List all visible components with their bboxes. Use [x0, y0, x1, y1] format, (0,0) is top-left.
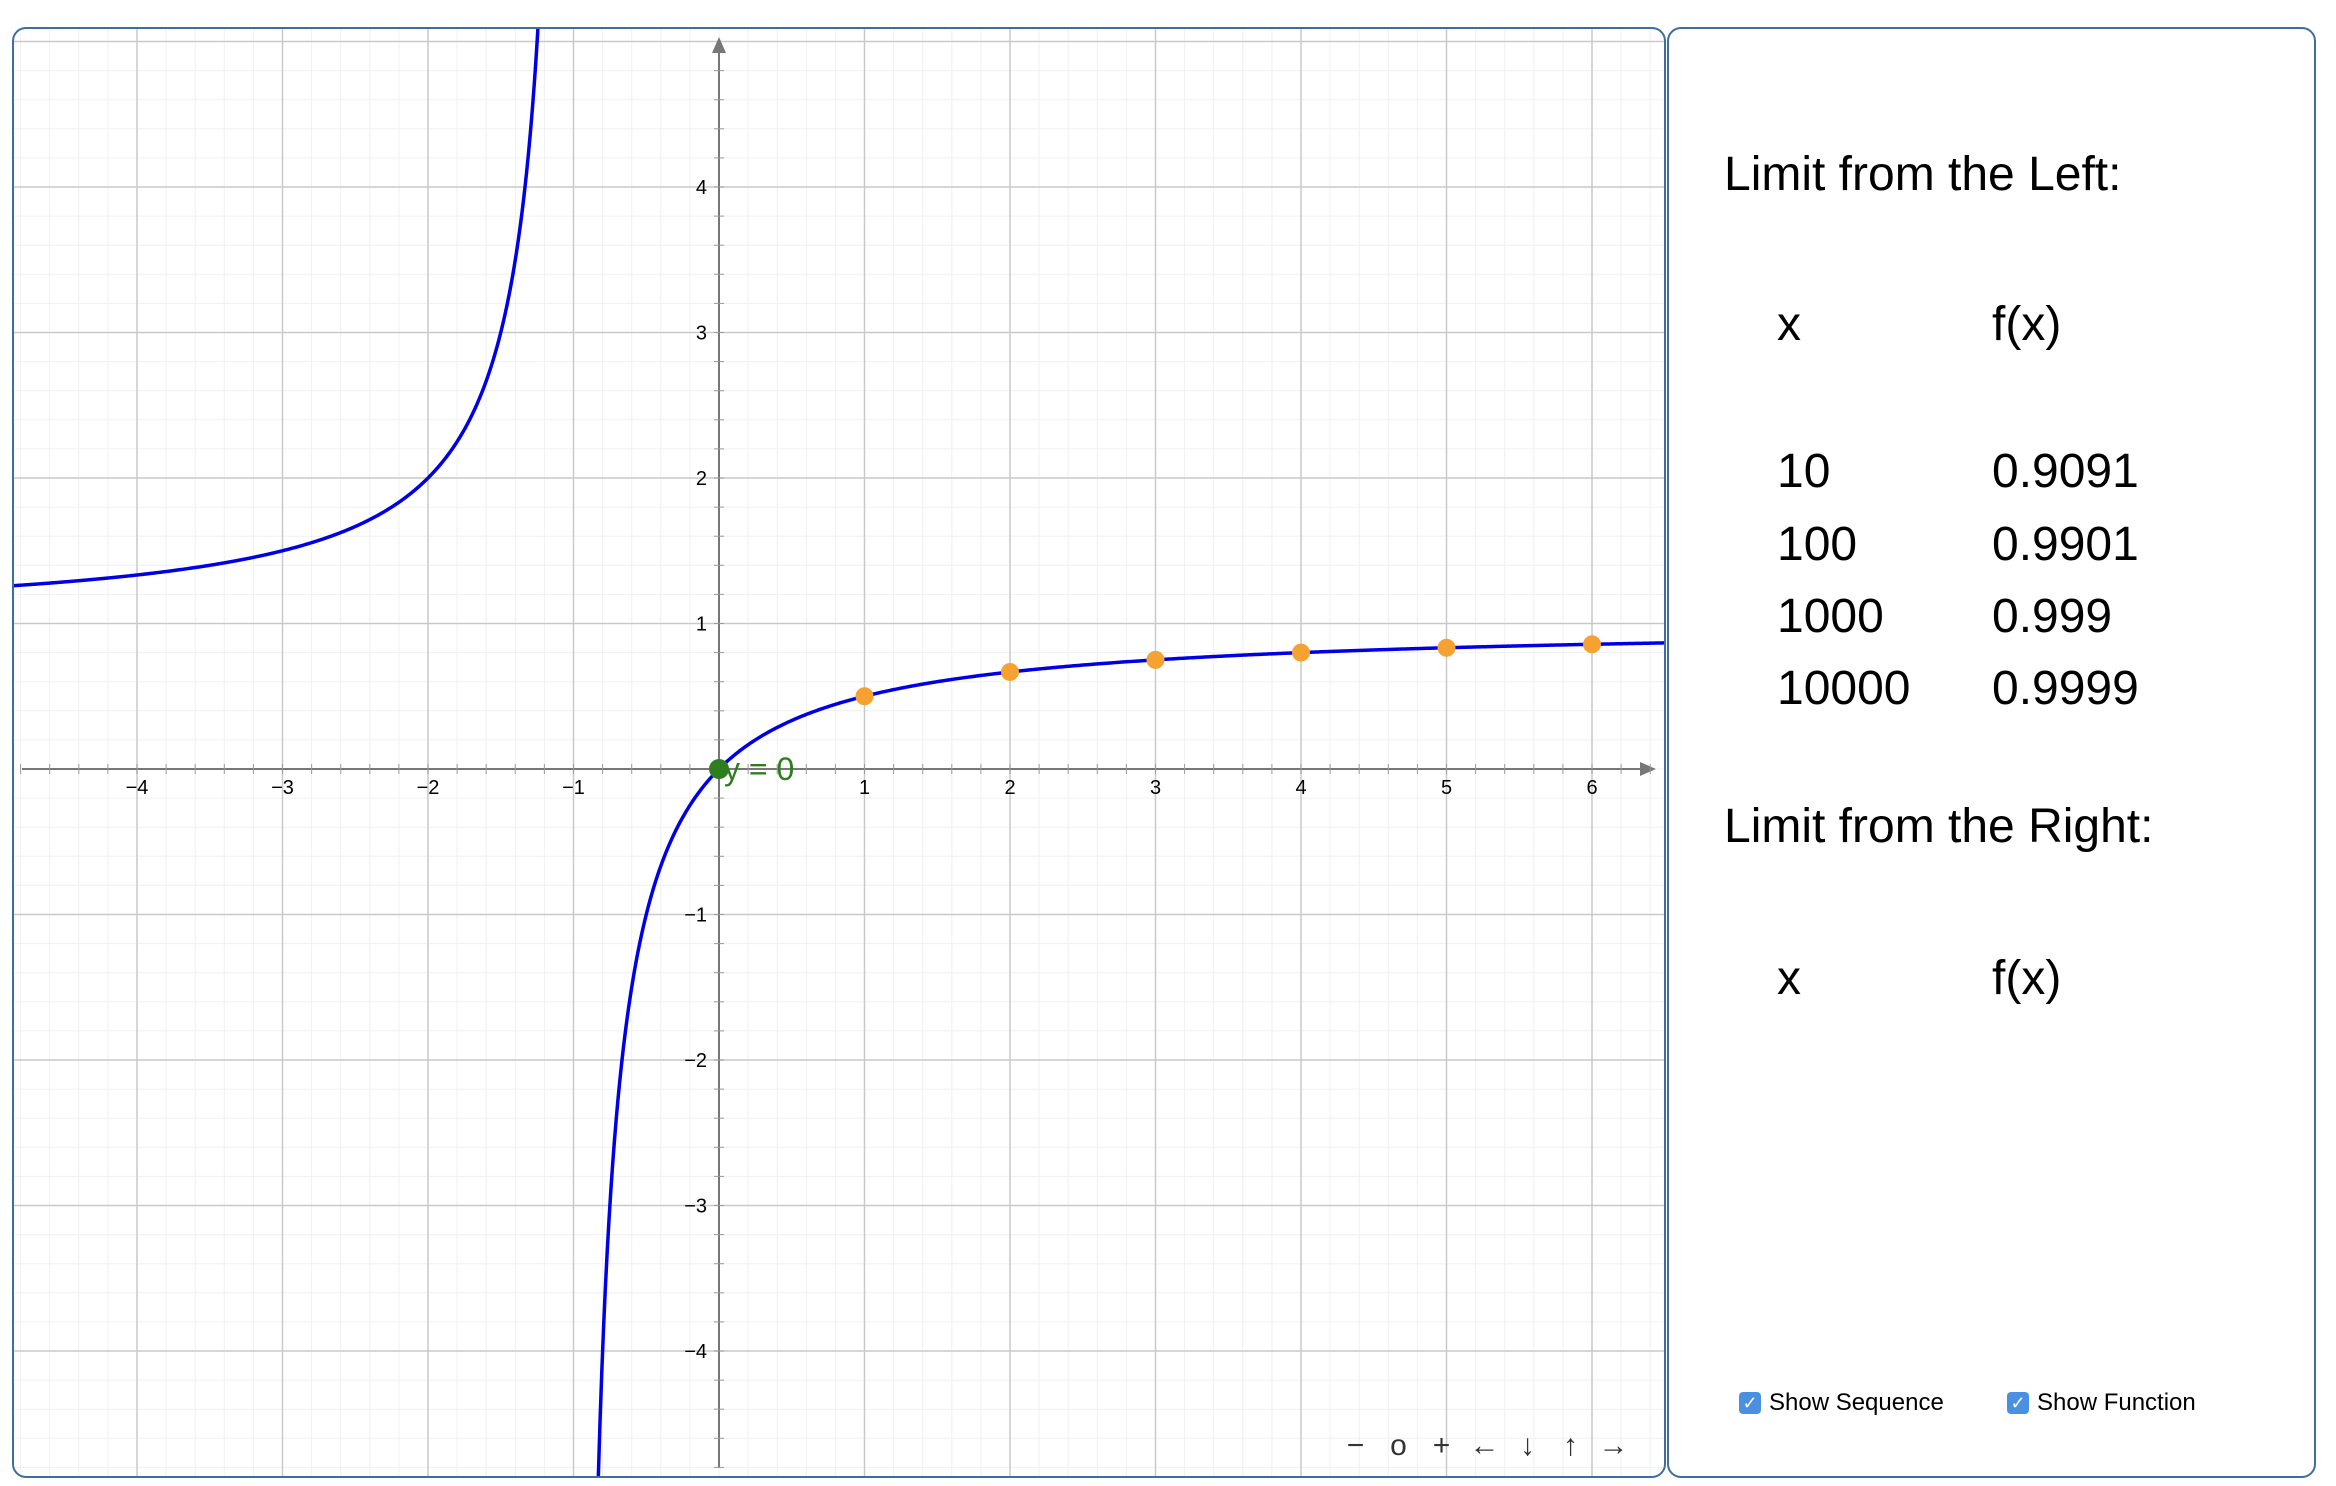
left-row-fx: 0.999 — [1992, 590, 2113, 643]
y-axis-arrow-icon — [712, 37, 726, 53]
show-function-label: Show Function — [2037, 1389, 2196, 1416]
x-tick-label: 6 — [1586, 777, 1597, 799]
checkbox-checked-icon[interactable]: ✓ — [2007, 1392, 2029, 1414]
x-axis-arrow-icon — [1640, 762, 1656, 776]
checkbox-checked-icon[interactable]: ✓ — [1739, 1392, 1761, 1414]
x-tick-label: 5 — [1441, 777, 1452, 799]
y-tick-label: −4 — [684, 1341, 707, 1363]
x-tick-label: 2 — [1004, 777, 1015, 799]
x-tick-label: −2 — [417, 777, 440, 799]
left-row-x: 10 — [1777, 445, 1831, 498]
y-tick-label: 1 — [696, 614, 707, 636]
sequence-point — [1146, 650, 1165, 669]
sequence-point — [1001, 662, 1019, 681]
highlight-point — [709, 759, 729, 779]
pan-left-button[interactable]: ← — [1469, 1429, 1500, 1462]
pan-right-button[interactable]: → — [1598, 1429, 1629, 1462]
pan-down-button[interactable]: ↓ — [1520, 1429, 1535, 1462]
x-tick-label: 1 — [859, 777, 870, 799]
zoom-out-button[interactable]: − — [1346, 1429, 1365, 1462]
x-tick-label: 3 — [1150, 777, 1161, 799]
sequence-point — [855, 687, 874, 706]
function-label: y = 0 — [724, 751, 794, 787]
x-tick-label: −1 — [562, 777, 585, 799]
pan-up-button[interactable]: ↑ — [1563, 1429, 1578, 1462]
sequence-point — [1437, 638, 1456, 657]
show-sequence-checkbox[interactable]: ✓ Show Sequence — [1739, 1389, 1944, 1417]
graph-panel[interactable]: −4 −3 −2 −1 1 2 3 4 5 6 4 3 2 1 −1 −2 −3 −4 y = 0 − o + ← … — [12, 27, 1666, 1478]
left-row-fx: 0.9999 — [1992, 662, 2139, 715]
y-tick-label: −2 — [684, 1050, 707, 1072]
x-tick-label: −3 — [271, 777, 294, 799]
right-limit-title: Limit from the Right: — [1724, 800, 2154, 853]
function-curve-left-branch — [14, 29, 540, 588]
left-row-x: 10000 — [1777, 662, 1911, 715]
right-col-x-header: x — [1777, 952, 1801, 1005]
x-tick-label: −4 — [126, 777, 149, 799]
x-tick-label: 4 — [1295, 777, 1306, 799]
left-row-fx: 0.9901 — [1992, 518, 2139, 571]
left-row-x: 100 — [1777, 518, 1858, 571]
limit-table-panel: Limit from the Left: x f(x) 10 0.9091 10… — [1667, 27, 2316, 1478]
sequence-point — [1292, 643, 1310, 662]
y-tick-label: 2 — [696, 468, 707, 490]
show-sequence-label: Show Sequence — [1769, 1389, 1944, 1416]
left-row-fx: 0.9091 — [1992, 445, 2139, 498]
y-tick-label: 4 — [696, 177, 707, 199]
zoom-controls: − o + ← ↓ ↑ → — [1334, 1429, 1635, 1463]
reset-view-button[interactable]: o — [1390, 1429, 1407, 1462]
left-row-x: 1000 — [1777, 590, 1884, 643]
y-tick-label: −3 — [684, 1196, 707, 1218]
y-tick-label: −1 — [684, 905, 707, 927]
show-function-checkbox[interactable]: ✓ Show Function — [2007, 1389, 2196, 1417]
function-curve-right-branch — [596, 641, 1664, 1476]
left-col-fx-header: f(x) — [1992, 298, 2062, 351]
graph-canvas[interactable]: −4 −3 −2 −1 1 2 3 4 5 6 4 3 2 1 −1 −2 −3 −4 y = 0 — [14, 29, 1664, 1476]
sequence-point — [1583, 635, 1601, 654]
left-col-x-header: x — [1777, 298, 1801, 351]
y-tick-label: 3 — [696, 323, 707, 345]
zoom-in-button[interactable]: + — [1432, 1429, 1451, 1462]
right-col-fx-header: f(x) — [1992, 952, 2062, 1005]
left-limit-title: Limit from the Left: — [1724, 148, 2122, 201]
